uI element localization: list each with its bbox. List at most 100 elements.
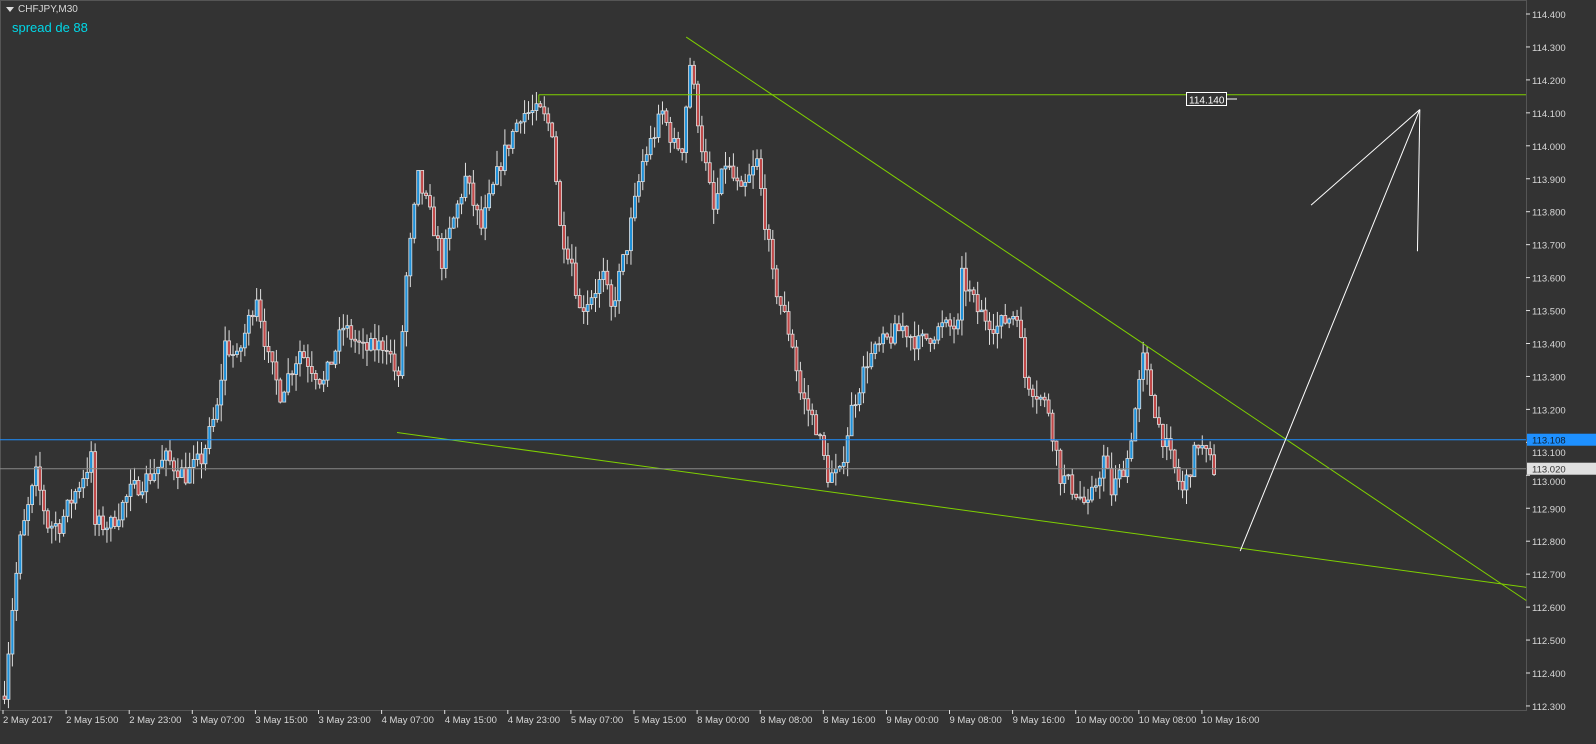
time-tick-label: 10 May 16:00: [1202, 715, 1260, 726]
price-tick-label: 113.000: [1532, 477, 1566, 488]
candle-body: [924, 333, 929, 340]
price-tick-label: 112.900: [1532, 504, 1566, 515]
candle-body: [538, 103, 543, 108]
candle-body: [1078, 496, 1083, 499]
candle-body: [889, 336, 893, 344]
candle-body: [755, 158, 759, 167]
time-tick-label: 2 May 23:00: [129, 715, 181, 726]
candle-body: [652, 137, 657, 139]
candle-body: [546, 113, 551, 124]
candle-body: [589, 297, 594, 305]
price-tick-label: 113.100: [1532, 448, 1566, 459]
candle-body: [912, 336, 917, 350]
candle-body: [956, 319, 960, 330]
candle-body: [1046, 399, 1051, 414]
candle-body: [963, 267, 968, 292]
candle-body: [357, 340, 362, 343]
candle-body: [1086, 499, 1090, 503]
candle-body: [849, 404, 854, 437]
candle-body: [467, 175, 472, 184]
candle-body: [1204, 445, 1209, 450]
candle-body: [601, 270, 606, 280]
bid-price-tag: [1527, 433, 1596, 446]
candle-body: [1050, 412, 1055, 442]
candle-body: [487, 193, 492, 209]
candle-body: [1200, 445, 1205, 449]
candle-body: [1113, 478, 1118, 496]
candle-body: [644, 154, 649, 162]
candle-body: [443, 237, 448, 269]
candle-body: [302, 351, 306, 359]
candle-body: [274, 361, 279, 381]
candle-body: [735, 177, 740, 182]
candle-body: [1141, 352, 1146, 380]
candle-body: [120, 501, 125, 521]
candle-body: [664, 110, 669, 123]
candle-body: [566, 248, 570, 260]
candle-body: [1212, 454, 1216, 475]
candle-body: [672, 137, 677, 143]
candle-body: [18, 534, 23, 574]
candle-body: [148, 473, 153, 481]
candle-body: [810, 409, 815, 416]
price-tick-label: 112.600: [1532, 603, 1566, 614]
time-tick-label: 10 May 08:00: [1139, 715, 1197, 726]
candle-body: [309, 366, 314, 374]
price-tick-label: 114.300: [1532, 43, 1566, 54]
price-tick-label: 112.700: [1532, 570, 1566, 581]
candle-body: [1027, 377, 1031, 390]
candle-body: [1054, 440, 1059, 451]
candle-body: [625, 250, 629, 256]
candle-body: [1196, 444, 1201, 449]
candle-body: [211, 418, 216, 427]
dropdown-triangle-icon[interactable]: [6, 7, 14, 12]
candle-body: [967, 289, 972, 292]
candle-body: [290, 373, 295, 376]
time-tick-label: 3 May 15:00: [255, 715, 307, 726]
candle-body: [999, 315, 1004, 327]
candle-body: [207, 426, 212, 449]
trendline-resistance: [685, 36, 1527, 601]
candle-body: [191, 459, 196, 468]
candle-body: [1109, 467, 1114, 496]
candle-body: [270, 351, 275, 363]
candle-body: [235, 350, 239, 355]
candle-body: [952, 325, 956, 330]
candle-body: [896, 323, 901, 332]
candle-body: [975, 294, 980, 313]
candle-body: [451, 217, 456, 229]
candle-body: [262, 320, 267, 347]
candle-body: [105, 527, 109, 531]
candle-body: [617, 270, 622, 302]
candle-body: [794, 346, 799, 372]
candle-body: [932, 339, 937, 344]
candle-body: [10, 610, 15, 655]
candle-body: [692, 64, 696, 85]
candle-body: [526, 112, 531, 115]
candle-body: [715, 193, 720, 210]
candle-body: [6, 653, 11, 700]
candle-body: [739, 180, 744, 187]
candle-body: [81, 478, 86, 489]
candle-body: [258, 299, 263, 322]
chart-header[interactable]: CHFJPY,M30: [6, 4, 78, 15]
candle-body: [136, 480, 141, 496]
candle-body: [168, 450, 172, 462]
candle-body: [365, 342, 369, 351]
candle-body: [164, 450, 168, 461]
candle-body: [333, 350, 338, 365]
candle-body: [1082, 496, 1086, 503]
candle-body: [420, 170, 425, 194]
candle-body: [502, 144, 507, 172]
candle-body: [510, 131, 515, 149]
candle-body: [1038, 396, 1043, 400]
candle-body: [1097, 477, 1102, 487]
candle-body: [928, 338, 933, 344]
candle-body: [2, 695, 7, 700]
candle-body: [719, 168, 724, 195]
candle-body: [833, 468, 838, 474]
candle-body: [861, 366, 866, 394]
candle-body: [770, 238, 775, 270]
candle-body: [227, 340, 231, 356]
